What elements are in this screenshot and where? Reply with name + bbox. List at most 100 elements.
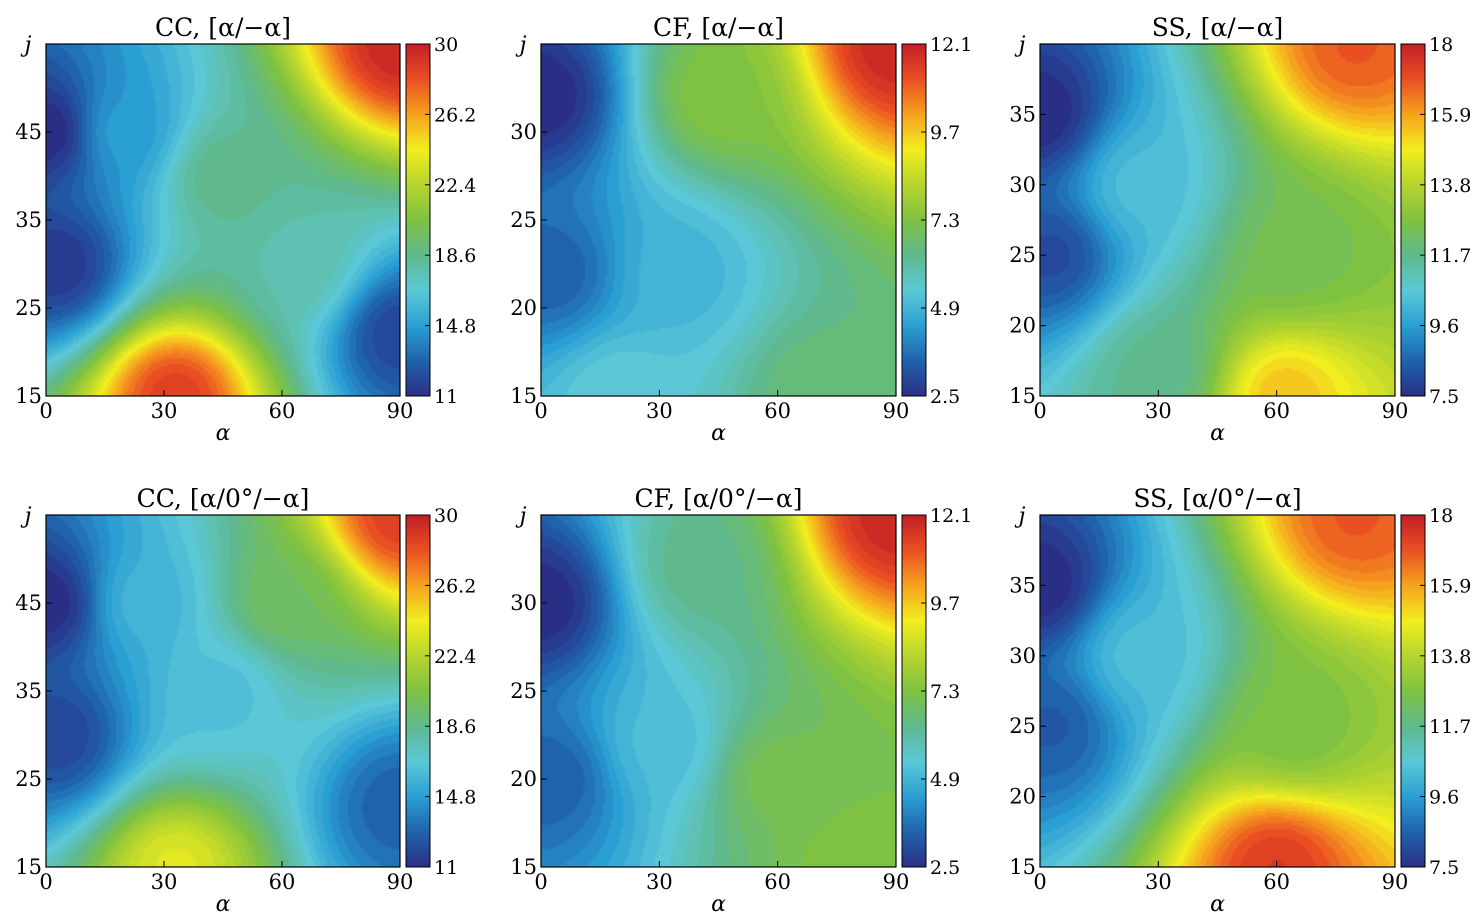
colorbar-tick-label: 15.9 bbox=[1429, 104, 1471, 126]
x-tick-label: 90 bbox=[387, 870, 414, 894]
x-axis-label: α bbox=[711, 892, 726, 917]
colorbar-tick-label: 30 bbox=[434, 34, 458, 56]
y-axis-label: j bbox=[1014, 504, 1026, 529]
colorbar-tick-label: 11.7 bbox=[1429, 245, 1471, 267]
colorbar-tick-label: 2.5 bbox=[930, 386, 960, 408]
y-tick-label: 45 bbox=[15, 120, 42, 144]
y-tick-label: 20 bbox=[510, 296, 537, 320]
x-axis-label: α bbox=[216, 421, 231, 446]
chart-panel-4: CC, [α/0°/−α] 0 30 60 90 α 15 25 35 45 j 11 14.8 18.6… bbox=[15, 484, 476, 917]
x-tick-label: 60 bbox=[764, 870, 791, 894]
x-tick-label: 30 bbox=[646, 399, 673, 423]
y-axis-label: j bbox=[1014, 33, 1026, 58]
x-tick-label: 30 bbox=[1145, 870, 1172, 894]
heatmap-field bbox=[46, 44, 400, 396]
colorbar-tick-label: 15.9 bbox=[1429, 575, 1471, 597]
colorbar-tick-label: 9.6 bbox=[1429, 787, 1459, 809]
heatmap-field bbox=[541, 44, 896, 396]
y-tick-label: 45 bbox=[15, 591, 42, 615]
colorbar-tick-label: 2.5 bbox=[930, 857, 960, 879]
y-tick-label: 35 bbox=[1009, 573, 1036, 597]
x-tick-label: 90 bbox=[1382, 399, 1409, 423]
colorbar-tick-label: 9.7 bbox=[930, 593, 960, 615]
colorbar-tick-label: 12.1 bbox=[930, 505, 972, 527]
colorbar-tick-label: 7.5 bbox=[1429, 386, 1459, 408]
chart-panel-2: CF, [α/−α] 0 30 60 90 α 15 20 25 30 j 2.5 4.9 7.3 9.7 1… bbox=[510, 13, 972, 446]
colorbar-tick-label: 11 bbox=[434, 386, 458, 408]
chart-title: CC, [α/−α] bbox=[155, 13, 291, 42]
x-tick-label: 90 bbox=[387, 399, 414, 423]
colorbar-tick-label: 11 bbox=[434, 857, 458, 879]
y-tick-label: 35 bbox=[1009, 102, 1036, 126]
x-tick-label: 60 bbox=[269, 870, 296, 894]
chart-title: CF, [α/−α] bbox=[653, 13, 784, 42]
colorbar-tick-label: 14.8 bbox=[434, 316, 476, 338]
y-tick-label: 30 bbox=[510, 120, 537, 144]
colorbar-tick-label: 14.8 bbox=[434, 787, 476, 809]
y-tick-label: 30 bbox=[1009, 173, 1036, 197]
colorbar-tick-label: 9.7 bbox=[930, 122, 960, 144]
x-tick-label: 90 bbox=[883, 399, 910, 423]
y-tick-label: 15 bbox=[1009, 855, 1036, 879]
x-tick-label: 0 bbox=[1033, 870, 1046, 894]
x-axis-label: α bbox=[1210, 421, 1225, 446]
colorbar-tick-label: 4.9 bbox=[930, 298, 960, 320]
colorbar-tick-label: 13.8 bbox=[1429, 175, 1471, 197]
colorbar-tick-label: 22.4 bbox=[434, 646, 476, 668]
x-tick-label: 0 bbox=[39, 399, 52, 423]
colorbar-tick-label: 7.5 bbox=[1429, 857, 1459, 879]
y-tick-label: 35 bbox=[15, 679, 42, 703]
x-tick-label: 30 bbox=[1145, 399, 1172, 423]
colorbar-tick-label: 30 bbox=[434, 505, 458, 527]
y-axis-label: j bbox=[20, 33, 32, 58]
colorbar-tick-label: 26.2 bbox=[434, 575, 476, 597]
colorbar-tick-label: 22.4 bbox=[434, 175, 476, 197]
colorbar-tick-label: 18 bbox=[1429, 34, 1453, 56]
colorbar-tick-label: 18.6 bbox=[434, 716, 476, 738]
y-tick-label: 25 bbox=[1009, 714, 1036, 738]
y-tick-label: 35 bbox=[15, 208, 42, 232]
x-axis-label: α bbox=[1210, 892, 1225, 917]
plot-frame bbox=[1039, 514, 1396, 868]
colorbar-tick-label: 12.1 bbox=[930, 34, 972, 56]
x-tick-label: 0 bbox=[534, 399, 547, 423]
y-tick-label: 25 bbox=[15, 767, 42, 791]
y-tick-label: 15 bbox=[510, 855, 537, 879]
y-tick-label: 15 bbox=[15, 384, 42, 408]
x-tick-label: 30 bbox=[151, 870, 178, 894]
colorbar bbox=[405, 514, 431, 868]
y-tick-label: 25 bbox=[510, 208, 537, 232]
x-tick-label: 60 bbox=[764, 399, 791, 423]
colorbar-tick-label: 26.2 bbox=[434, 104, 476, 126]
y-tick-label: 25 bbox=[1009, 243, 1036, 267]
y-tick-label: 20 bbox=[1009, 785, 1036, 809]
x-tick-label: 60 bbox=[1263, 399, 1290, 423]
colorbar-tick-label: 18.6 bbox=[434, 245, 476, 267]
y-axis-label: j bbox=[20, 504, 32, 529]
y-axis-label: j bbox=[515, 504, 527, 529]
chart-title: CF, [α/0°/−α] bbox=[635, 484, 803, 513]
y-tick-label: 15 bbox=[15, 855, 42, 879]
y-tick-label: 30 bbox=[1009, 644, 1036, 668]
y-tick-label: 20 bbox=[510, 767, 537, 791]
y-tick-label: 20 bbox=[1009, 314, 1036, 338]
colorbar-tick-label: 9.6 bbox=[1429, 316, 1459, 338]
y-axis-label: j bbox=[515, 33, 527, 58]
x-tick-label: 90 bbox=[883, 870, 910, 894]
heatmap-field bbox=[541, 515, 896, 867]
colorbar-tick-label: 7.3 bbox=[930, 210, 960, 232]
y-tick-label: 15 bbox=[510, 384, 537, 408]
colorbar bbox=[1400, 514, 1426, 868]
colorbar-tick-label: 18 bbox=[1429, 505, 1453, 527]
colorbar bbox=[405, 43, 431, 397]
chart-panel-6: SS, [α/0°/−α] 0 30 60 90 α 15 20 25 30 35 j 7.5 9.6 11… bbox=[1009, 484, 1471, 917]
chart-title: SS, [α/−α] bbox=[1152, 13, 1283, 42]
colorbar bbox=[1400, 43, 1426, 397]
heatmap-field bbox=[1040, 515, 1395, 867]
x-axis-label: α bbox=[216, 892, 231, 917]
colorbar-tick-label: 4.9 bbox=[930, 769, 960, 791]
heatmap-field bbox=[1040, 44, 1395, 396]
y-tick-label: 25 bbox=[510, 679, 537, 703]
plot-frame bbox=[1039, 43, 1396, 397]
